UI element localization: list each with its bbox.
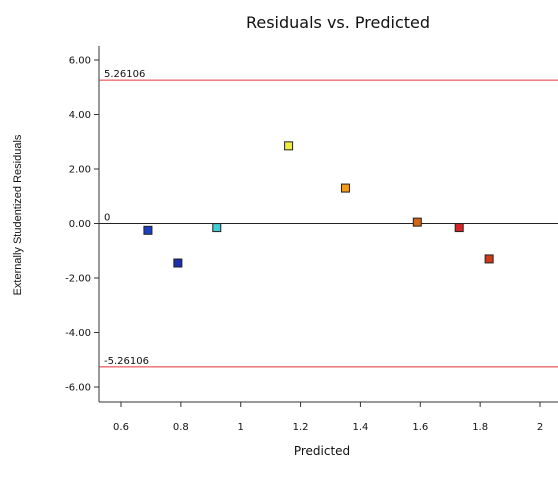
chart-title: Residuals vs. Predicted — [246, 13, 430, 32]
y-tick-label: 6.00 — [69, 56, 91, 67]
y-axis-label: Externally Studentized Residuals — [12, 134, 24, 295]
y-tick-label: 0.00 — [69, 219, 91, 230]
data-point — [284, 141, 294, 151]
x-tick-label: 0.6 — [113, 422, 129, 433]
reference-line-label: 0 — [104, 213, 110, 224]
x-tick-label: 1.6 — [412, 422, 428, 433]
x-tick-label: 1 — [238, 422, 244, 433]
x-tick-label: 1.4 — [352, 422, 368, 433]
data-point — [454, 223, 464, 233]
x-tick-label: 1.2 — [293, 422, 309, 433]
x-axis-label: Predicted — [294, 444, 350, 458]
data-point — [212, 223, 222, 233]
x-tick-label: 0.8 — [173, 422, 189, 433]
reference-line-label: 5.26106 — [104, 69, 145, 80]
reference-line-label: -5.26106 — [104, 356, 149, 367]
y-tick-label: -2.00 — [65, 274, 91, 285]
data-point — [484, 254, 494, 264]
y-tick-label: 4.00 — [69, 110, 91, 121]
y-tick-label: -4.00 — [65, 328, 91, 339]
x-tick-label: 2 — [537, 422, 543, 433]
x-tick-label: 1.8 — [472, 422, 488, 433]
y-tick-label: 2.00 — [69, 165, 91, 176]
data-point — [412, 217, 422, 227]
plot-area: 6.00 4.00 2.00 0.00 -2.00 -4.00 -6.00 0.6 0.8 1 1.… — [65, 46, 558, 433]
data-point — [340, 183, 350, 193]
data-point — [143, 225, 153, 235]
data-point — [173, 258, 183, 268]
y-tick-label: -6.00 — [65, 383, 91, 394]
